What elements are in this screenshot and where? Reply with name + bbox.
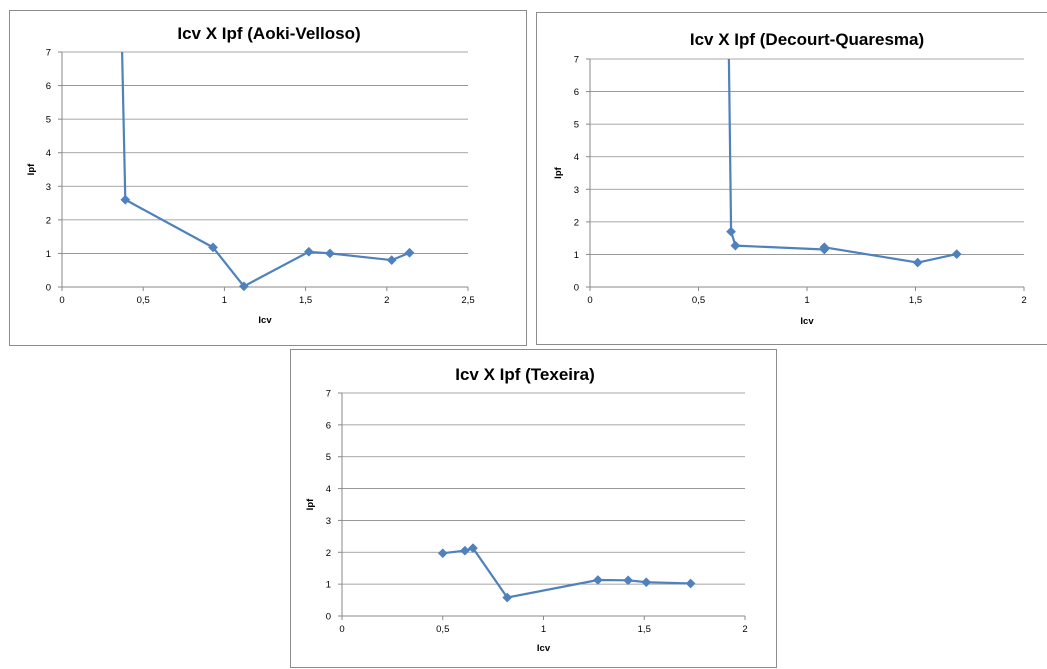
- y-tick-label: 2: [46, 215, 51, 226]
- series-line: [121, 51, 410, 288]
- series-line: [727, 58, 957, 264]
- data-point: [325, 248, 335, 259]
- chart-decourt-quaresma: Icv X Ipf (Decourt-Quaresma) 0 1 2 3 4 5 6 7 0 0,5…: [553, 30, 1027, 327]
- data-point: [386, 255, 397, 266]
- x-tick-label: 1,5: [909, 295, 922, 306]
- data-point: [303, 246, 314, 257]
- x-tick-label: 1,5: [299, 295, 312, 306]
- x-tick-label: 2: [384, 295, 389, 306]
- chart-panel-decourt-quaresma: Icv X Ipf (Decourt-Quaresma) 0 1 2 3 4 5 6 7 0 0,5…: [536, 12, 1047, 345]
- y-tick-label: 3: [574, 185, 579, 196]
- data-point: [437, 548, 448, 559]
- x-tick-label: 0: [587, 295, 592, 306]
- chart-title: Icv X Ipf (Decourt-Quaresma): [690, 30, 924, 49]
- data-point: [623, 575, 634, 586]
- y-tick-label: 4: [46, 148, 51, 159]
- chart-title: Icv X Ipf (Aoki-Velloso): [177, 24, 360, 43]
- x-tick-label: 1,5: [638, 624, 651, 635]
- y-tick-label: 0: [574, 283, 579, 294]
- y-tick-label: 1: [326, 580, 331, 591]
- x-axis-label: Icv: [800, 316, 814, 327]
- data-point: [685, 578, 696, 589]
- y-tick-label: 7: [574, 55, 579, 66]
- y-axis-label: Ipf: [26, 163, 37, 175]
- y-tick-label: 0: [46, 283, 51, 294]
- x-tick-label: 1: [222, 295, 227, 306]
- y-tick-label: 2: [326, 548, 331, 559]
- y-tick-label: 6: [46, 81, 51, 92]
- data-point: [459, 545, 470, 556]
- x-tick-label: 0: [59, 295, 64, 306]
- data-point: [912, 257, 923, 268]
- y-tick-label: 7: [326, 389, 331, 400]
- x-tick-label: 0,5: [692, 295, 705, 306]
- chart-aoki-velloso: Icv X Ipf (Aoki-Velloso) 0 1 2 3 4 5 6 7 0 0,5 1 1,5…: [26, 24, 475, 326]
- x-tick-label: 2: [1021, 295, 1026, 306]
- data-point: [120, 194, 131, 205]
- y-tick-label: 5: [326, 452, 331, 463]
- data-point: [951, 249, 962, 260]
- y-tick-label: 7: [46, 48, 51, 59]
- y-tick-label: 5: [574, 120, 579, 131]
- y-tick-label: 6: [326, 420, 331, 431]
- x-tick-label: 0: [339, 624, 344, 635]
- data-point: [208, 242, 218, 253]
- y-tick-label: 4: [574, 152, 579, 163]
- data-point: [730, 240, 741, 251]
- gridlines: [62, 51, 468, 288]
- x-tick-label: 0,5: [436, 624, 449, 635]
- x-tick-label: 1: [804, 295, 809, 306]
- x-axis-label: Icv: [258, 315, 272, 326]
- data-point: [502, 592, 513, 603]
- x-tick-label: 1: [541, 624, 546, 635]
- y-tick-label: 1: [46, 249, 51, 260]
- chart-panel-aoki-velloso: Icv X Ipf (Aoki-Velloso) 0 1 2 3 4 5 6 7 0 0,5 1 1,5…: [9, 10, 527, 346]
- chart-panel-texeira: Icv X Ipf (Texeira) 0 1 2 3 4 5 6 7 0 0,5 1 1,5 2 Icv I…: [290, 349, 777, 668]
- data-point: [404, 247, 415, 258]
- data-point: [238, 281, 249, 292]
- y-tick-label: 6: [574, 87, 579, 98]
- chart-title: Icv X Ipf (Texeira): [455, 365, 595, 384]
- x-tick-label: 2,5: [461, 295, 474, 306]
- x-tick-label: 0,5: [137, 295, 150, 306]
- y-tick-label: 4: [326, 484, 331, 495]
- chart-texeira: Icv X Ipf (Texeira) 0 1 2 3 4 5 6 7 0 0,5 1 1,5 2 Icv I…: [305, 365, 748, 654]
- data-point: [641, 577, 652, 588]
- y-tick-label: 1: [574, 250, 579, 261]
- data-point: [726, 226, 737, 237]
- y-axis-label: Ipf: [553, 166, 564, 178]
- y-axis-label: Ipf: [305, 498, 316, 510]
- x-axis-label: Icv: [537, 643, 551, 654]
- series-line: [442, 547, 691, 599]
- y-tick-label: 2: [574, 217, 579, 228]
- data-point: [592, 575, 603, 585]
- y-tick-label: 3: [326, 516, 331, 527]
- y-tick-label: 5: [46, 115, 51, 126]
- y-tick-label: 0: [326, 612, 331, 623]
- data-point: [468, 543, 478, 554]
- data-point: [819, 242, 830, 253]
- y-tick-label: 3: [46, 182, 51, 193]
- x-tick-label: 2: [742, 624, 747, 635]
